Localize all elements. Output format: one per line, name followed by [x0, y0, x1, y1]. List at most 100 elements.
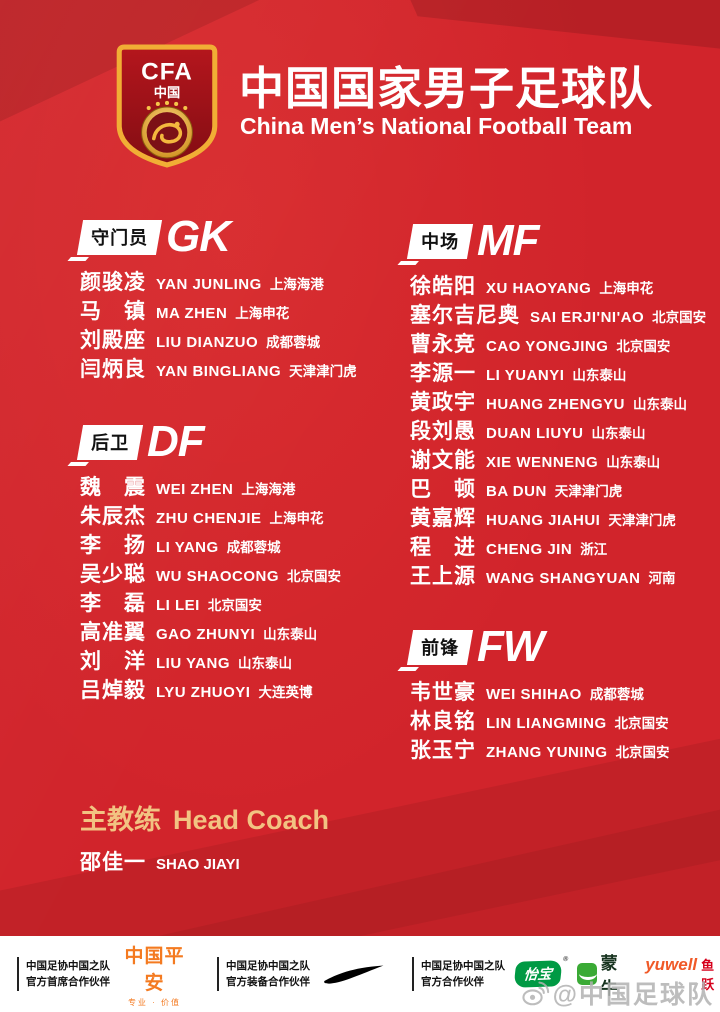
- head-coach-heading: 主教练 Head Coach: [80, 798, 329, 837]
- player-club: 河南: [648, 571, 676, 586]
- player-row: 段刘愚 DUAN LIUYU 山东泰山: [410, 415, 720, 444]
- player-club: 天津津门虎: [554, 484, 623, 499]
- player-club: 北京国安: [652, 310, 707, 325]
- player-pinyin: LIU YANG: [156, 655, 231, 672]
- cfa-shield-icon: CFA 中国: [116, 44, 218, 168]
- player-pinyin: ZHANG YUNING: [486, 744, 608, 761]
- section-tag: 前锋: [406, 629, 474, 665]
- head-coach-row: 邵佳一 SHAO JIAYI: [80, 846, 240, 876]
- partner-line2: 官方首席合作伙伴: [26, 976, 110, 988]
- player-list-mf: 徐皓阳 XU HAOYANG 上海申花 塞尔吉尼奥 SAI ERJI'NI'AO 北京国安…: [410, 270, 720, 589]
- player-name: 段刘愚: [410, 420, 476, 443]
- player-club: 北京国安: [207, 598, 262, 613]
- player-pinyin: LI LEI: [156, 597, 200, 614]
- player-row: 曹永竞 CAO YONGJING 北京国安: [410, 328, 720, 357]
- player-club: 上海申花: [269, 511, 324, 526]
- player-row: 闫炳良 YAN BINGLIANG 天津津门虎: [80, 353, 410, 382]
- section-tag: 中场: [406, 223, 474, 259]
- player-name: 颜骏凌: [80, 271, 146, 294]
- player-pinyin: MA ZHEN: [156, 305, 228, 322]
- cfa-crest-logo: CFA 中国: [116, 44, 218, 168]
- partner-line1: 中国足协中国之队: [26, 959, 110, 972]
- player-club: 山东泰山: [263, 627, 318, 642]
- player-name: 闫炳良: [80, 358, 146, 381]
- player-row: 吴少聪 WU SHAOCONG 北京国安: [80, 558, 410, 587]
- head-coach-label-en: Head Coach: [173, 805, 330, 835]
- player-pinyin: CHENG JIN: [486, 541, 573, 558]
- section-tag: 守门员: [76, 219, 163, 255]
- player-row: 刘 洋 LIU YANG 山东泰山: [80, 645, 410, 674]
- nike-swoosh-icon: [322, 964, 386, 985]
- player-name: 李 扬: [80, 534, 146, 557]
- player-club: 上海海港: [241, 482, 296, 497]
- player-club: 山东泰山: [591, 426, 646, 441]
- player-name: 魏 震: [80, 476, 146, 499]
- player-pinyin: WU SHAOCONG: [156, 568, 279, 585]
- player-row: 李 磊 LI LEI 北京国安: [80, 587, 410, 616]
- partner-text-official: 中国足协中国之队 官方合作伙伴: [412, 957, 505, 991]
- player-name: 徐皓阳: [410, 275, 476, 298]
- section-label-en: GK: [166, 212, 231, 261]
- player-row: 吕焯毅 LYU ZHUOYI 大连英博: [80, 674, 410, 703]
- player-club: 大连英博: [258, 685, 313, 700]
- section-label-cn: 前锋: [421, 637, 460, 658]
- poster-subtitle: China Men’s National Football Team: [240, 113, 633, 139]
- player-club: 成都蓉城: [266, 335, 321, 350]
- player-pinyin: ZHU CHENJIE: [156, 510, 262, 527]
- player-row: 林良铭 LIN LIANGMING 北京国安: [410, 705, 720, 734]
- player-name: 刘殿座: [80, 329, 146, 352]
- watermark-handle: @中国足球队: [552, 981, 714, 1009]
- section-forwards: 前锋 FW 韦世豪 WEI SHIHAO 成都蓉城 林良铭 LIN LIANGMING 北…: [406, 625, 720, 763]
- player-pinyin: XU HAOYANG: [486, 280, 592, 297]
- player-name: 高准翼: [80, 621, 146, 644]
- player-pinyin: DUAN LIUYU: [486, 425, 584, 442]
- player-name: 程 进: [410, 536, 476, 559]
- player-club: 上海海港: [269, 277, 324, 292]
- player-pinyin: HUANG ZHENGYU: [486, 396, 626, 413]
- player-club: 北京国安: [616, 339, 671, 354]
- player-club: 天津津门虎: [289, 364, 357, 379]
- section-label-en: MF: [477, 216, 540, 265]
- player-row: 韦世豪 WEI SHIHAO 成都蓉城: [410, 676, 720, 705]
- partner-line1: 中国足协中国之队: [421, 959, 505, 972]
- player-list-df: 魏 震 WEI ZHEN 上海海港朱辰杰 ZHU CHENJIE 上海申花李 扬 LI Y…: [80, 471, 410, 703]
- player-club: 成都蓉城: [589, 687, 644, 702]
- poster-title: 中国国家男子足球队: [239, 63, 654, 114]
- section-label-en: DF: [147, 417, 205, 466]
- player-name: 李源一: [410, 362, 476, 385]
- partner-text-chief: 中国足协中国之队 官方首席合作伙伴: [17, 957, 110, 991]
- player-row: 李源一 LI YUANYI 山东泰山: [410, 357, 720, 386]
- player-pinyin: XIE WENNENG: [486, 454, 599, 471]
- section-tag: 后卫: [76, 424, 144, 460]
- yuwell-name-cn: 鱼跃: [701, 958, 715, 992]
- svg-text:中国: 中国: [154, 84, 180, 100]
- player-row: 黄政宇 HUANG ZHENGYU 山东泰山: [410, 386, 720, 415]
- player-row: 李 扬 LI YANG 成都蓉城: [80, 529, 410, 558]
- partner-line2: 官方装备合作伙伴: [226, 976, 310, 988]
- player-pinyin: WEI SHIHAO: [486, 686, 582, 703]
- player-name: 林良铭: [410, 710, 476, 733]
- player-row: 黄嘉辉 HUANG JIAHUI 天津津门虎: [410, 502, 720, 531]
- head-coach-pinyin: SHAO JIAYI: [156, 856, 240, 873]
- player-row: 魏 震 WEI ZHEN 上海海港: [80, 471, 410, 500]
- player-list-gk: 颜骏凌 YAN JUNLING 上海海港马 镇 MA ZHEN 上海申花 刘殿座 LIU D…: [80, 266, 410, 382]
- section-header-gk: 守门员 GK: [76, 212, 410, 261]
- player-list-fw: 韦世豪 WEI SHIHAO 成都蓉城 林良铭 LIN LIANGMING 北京国安 张玉宁…: [410, 676, 720, 763]
- player-row: 塞尔吉尼奥 SAI ERJI'NI'AO 北京国安: [410, 299, 720, 328]
- player-name: 曹永竞: [410, 333, 476, 356]
- player-name: 吴少聪: [80, 563, 146, 586]
- player-row: 张玉宁 ZHANG YUNING 北京国安: [410, 734, 720, 763]
- player-pinyin: LIN LIANGMING: [486, 715, 607, 732]
- section-header-fw: 前锋 FW: [406, 625, 720, 669]
- player-row: 刘殿座 LIU DIANZUO 成都蓉城: [80, 324, 410, 353]
- player-name: 朱辰杰: [80, 505, 146, 528]
- head-coach-label-cn: 主教练: [80, 805, 161, 835]
- player-club: 山东泰山: [633, 397, 688, 412]
- partner-line2: 官方合作伙伴: [421, 976, 484, 988]
- player-name: 巴 顿: [410, 478, 476, 501]
- player-name: 王上源: [410, 565, 476, 588]
- mengniu-logo: 蒙牛: [576, 949, 634, 999]
- player-name: 韦世豪: [410, 681, 476, 704]
- player-row: 马 镇 MA ZHEN 上海申花: [80, 295, 410, 324]
